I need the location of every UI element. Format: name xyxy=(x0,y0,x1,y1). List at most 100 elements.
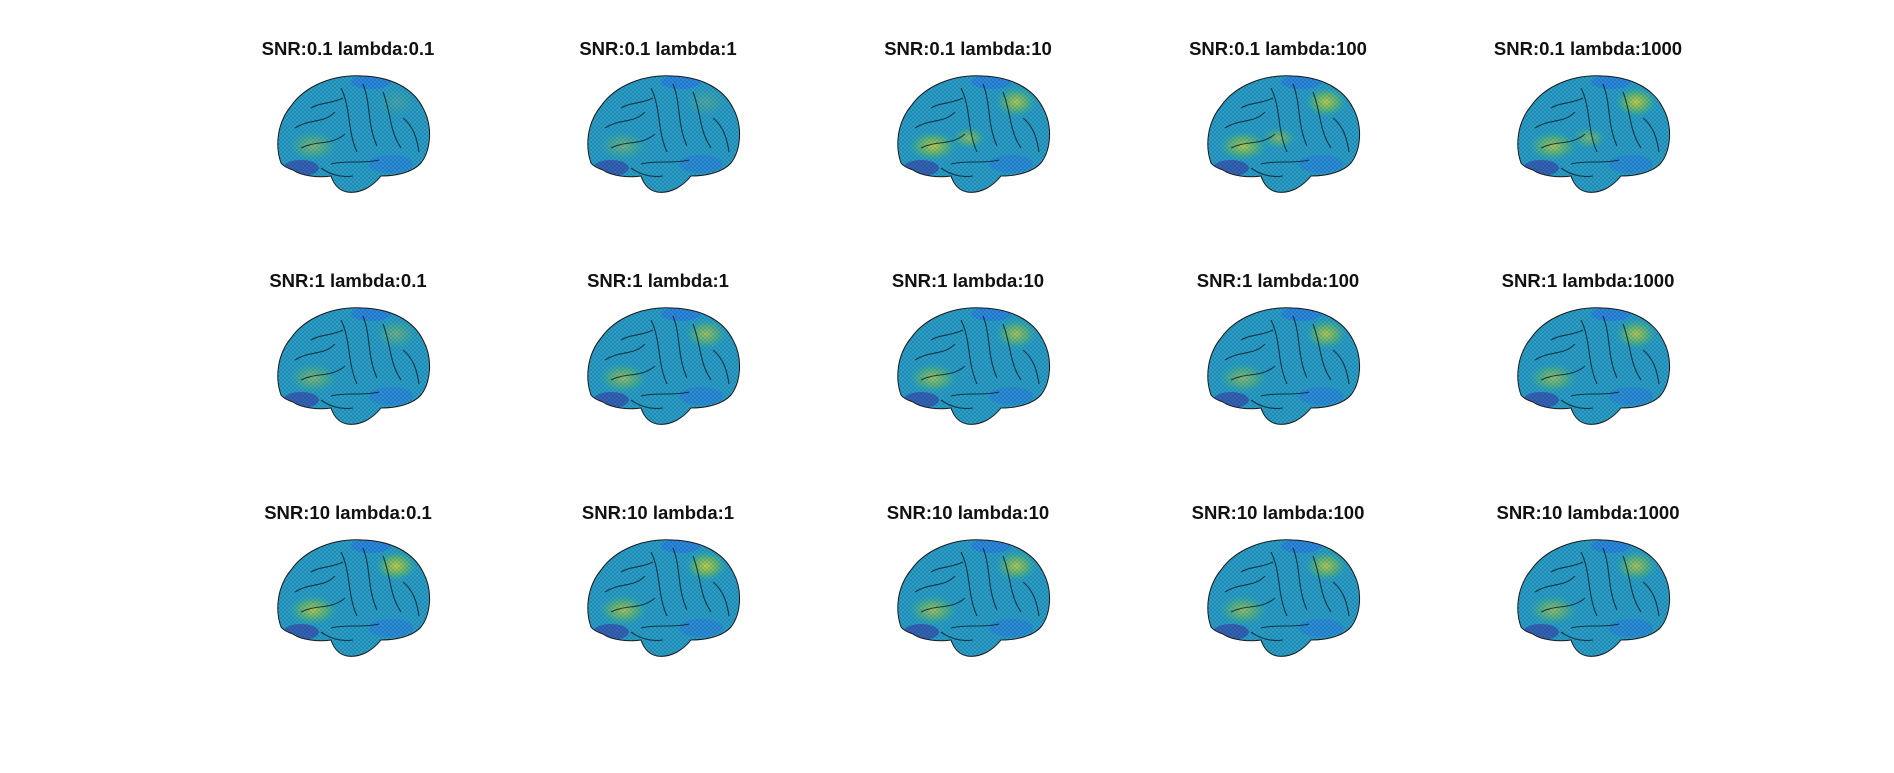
subplot-title: SNR:10 lambda:10 xyxy=(886,502,1050,523)
brain-surface-plot xyxy=(1207,75,1360,193)
sulcus-line xyxy=(1580,319,1598,385)
surface-mesh xyxy=(587,539,740,657)
sulcus-line xyxy=(402,581,420,617)
sulcus-line xyxy=(1622,555,1642,613)
sulcus-line xyxy=(330,391,380,397)
brain-surface-plot xyxy=(897,75,1050,193)
subplot-title: SNR:10 lambda:1 xyxy=(581,502,735,523)
brain-surface-plot xyxy=(277,75,430,193)
sulcus-line xyxy=(340,87,358,153)
sulcus-line xyxy=(310,561,344,573)
sulcus-line xyxy=(340,551,358,617)
sulcus-line xyxy=(320,167,354,178)
brain-surface-plot xyxy=(1517,307,1670,425)
brain-surface-plot xyxy=(897,539,1050,657)
sulcus-line xyxy=(1022,117,1040,153)
brain-surface-plot xyxy=(1517,539,1670,657)
sulcus-line xyxy=(1550,97,1584,109)
sulcus-line xyxy=(330,623,380,629)
sulcus-line xyxy=(362,315,378,379)
sulcus-line xyxy=(1240,97,1274,109)
sulcus-line xyxy=(620,97,654,109)
subplot-snr-0.1-lambda-100: SNR:0.1 lambda:100 xyxy=(1123,38,1433,258)
sulcus-line xyxy=(1312,91,1332,149)
sulcus-line xyxy=(1622,91,1642,149)
sulcus-line xyxy=(310,329,344,341)
sulcus-line xyxy=(362,83,378,147)
sulcus-line xyxy=(930,97,964,109)
sulcus-line xyxy=(382,323,402,381)
sulcus-line xyxy=(712,581,730,617)
sulcus-line xyxy=(712,349,730,385)
sulcus-line xyxy=(930,561,964,573)
sulcus-line xyxy=(1550,329,1584,341)
sulcus-line xyxy=(630,167,664,178)
sulcus-line xyxy=(1332,581,1350,617)
sulcus-line xyxy=(1560,631,1594,642)
subplot-snr-10-lambda-1: SNR:10 lambda:1 xyxy=(503,502,813,722)
subplot-snr-10-lambda-0.1: SNR:10 lambda:0.1 xyxy=(193,502,503,722)
sulcus-line xyxy=(1534,575,1576,593)
subplot-snr-10-lambda-100: SNR:10 lambda:100 xyxy=(1123,502,1433,722)
sulcus-line xyxy=(914,111,956,129)
sulcus-line xyxy=(672,547,688,611)
sulcus-line xyxy=(1580,87,1598,153)
brain-surface-plot xyxy=(1207,539,1360,657)
surface-mesh xyxy=(897,539,1050,657)
sulcus-line xyxy=(1224,343,1266,361)
sulcus-line xyxy=(330,159,380,165)
subplot-title: SNR:0.1 lambda:1 xyxy=(579,38,737,59)
cortex-outline xyxy=(1517,307,1670,425)
sulcus-line xyxy=(1250,631,1284,642)
sulcus-line xyxy=(1224,575,1266,593)
subplot-snr-1-lambda-0.1: SNR:1 lambda:0.1 xyxy=(193,270,503,490)
sulcus-line xyxy=(300,597,346,613)
surface-mesh xyxy=(1517,307,1670,425)
surface-mesh xyxy=(1207,75,1360,193)
sulcus-line xyxy=(1580,551,1598,617)
cortex-outline xyxy=(277,75,430,193)
sulcus-line xyxy=(940,399,974,410)
sulcus-line xyxy=(640,623,690,629)
sulcus-line xyxy=(604,575,646,593)
subplot-title: SNR:10 lambda:1000 xyxy=(1496,502,1680,523)
sulcus-line xyxy=(1534,343,1576,361)
sulcus-line xyxy=(294,575,336,593)
subplot-title: SNR:1 lambda:0.1 xyxy=(269,270,427,291)
sulcus-line xyxy=(340,319,358,385)
brain-surface-plot xyxy=(1207,307,1360,425)
sulcus-line xyxy=(1550,561,1584,573)
sulcus-line xyxy=(1602,83,1618,147)
surface-mesh xyxy=(587,75,740,193)
sulcus-line xyxy=(1312,555,1332,613)
subplot-snr-0.1-lambda-0.1: SNR:0.1 lambda:0.1 xyxy=(193,38,503,258)
sulcus-line xyxy=(1022,349,1040,385)
sulcus-line xyxy=(402,117,420,153)
sulcus-line xyxy=(1570,391,1620,397)
sulcus-line xyxy=(630,399,664,410)
sulcus-line xyxy=(672,315,688,379)
sulcus-line xyxy=(650,551,668,617)
subplot-title: SNR:0.1 lambda:0.1 xyxy=(261,38,435,59)
brain-surface-plot xyxy=(277,539,430,657)
subplot-snr-10-lambda-10: SNR:10 lambda:10 xyxy=(813,502,1123,722)
sulcus-line xyxy=(1230,133,1276,149)
sulcus-line xyxy=(1622,323,1642,381)
sulcus-line xyxy=(1270,551,1288,617)
subplot-snr-0.1-lambda-10: SNR:0.1 lambda:10 xyxy=(813,38,1123,258)
sulcus-line xyxy=(692,555,712,613)
subplot-title: SNR:0.1 lambda:10 xyxy=(884,38,1052,59)
surface-mesh xyxy=(277,75,430,193)
sulcus-line xyxy=(1270,319,1288,385)
cortex-outline xyxy=(897,75,1050,193)
sulcus-line xyxy=(1240,329,1274,341)
sulcus-line xyxy=(1642,349,1660,385)
sulcus-line xyxy=(1260,159,1310,165)
sulcus-line xyxy=(920,133,966,149)
surface-mesh xyxy=(587,307,740,425)
cortex-outline xyxy=(1207,539,1360,657)
sulcus-line xyxy=(1570,623,1620,629)
subplot-title: SNR:1 lambda:1 xyxy=(587,270,729,291)
sulcus-line xyxy=(1602,547,1618,611)
sulcus-line xyxy=(1540,133,1586,149)
